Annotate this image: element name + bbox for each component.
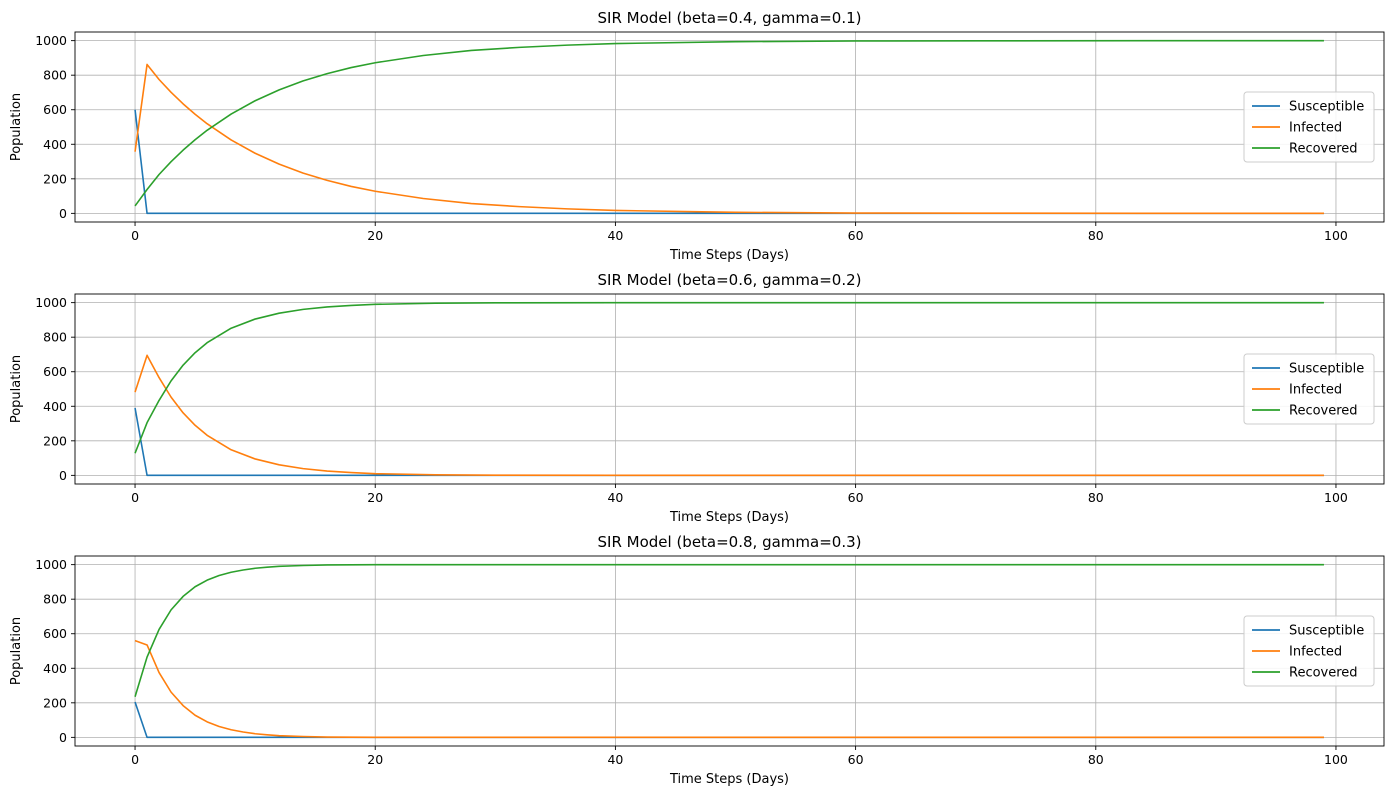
- axes-frame: [74, 293, 1385, 485]
- y-tick-label: 600: [43, 364, 67, 379]
- legend: Susceptible Infected Recovered: [1243, 353, 1375, 425]
- series-line-infected: [134, 639, 1324, 739]
- y-tick-label: 400: [43, 661, 67, 676]
- legend: Susceptible Infected Recovered: [1243, 91, 1375, 163]
- legend-label-susceptible: Susceptible: [1289, 624, 1364, 639]
- series-line-susceptible: [134, 701, 1324, 739]
- y-tick-label: 1000: [35, 295, 67, 310]
- series-line-recovered: [134, 563, 1324, 698]
- y-axis-label: Population: [9, 355, 24, 423]
- series-line-recovered: [134, 39, 1324, 207]
- x-tick-label: 100: [1324, 752, 1348, 767]
- y-tick-label: 400: [43, 399, 67, 414]
- x-tick-label: 0: [131, 752, 139, 767]
- x-tick-label: 0: [131, 228, 139, 243]
- x-tick-label: 60: [848, 228, 864, 243]
- y-tick-label: 1000: [35, 33, 67, 48]
- legend-label-recovered: Recovered: [1289, 666, 1358, 681]
- legend-label-susceptible: Susceptible: [1289, 100, 1364, 115]
- y-tick-label: 0: [59, 468, 67, 483]
- series-line-infected: [134, 354, 1324, 477]
- chart-title: SIR Model (beta=0.4, gamma=0.1): [598, 9, 862, 27]
- legend-label-recovered: Recovered: [1289, 404, 1358, 419]
- x-tick-label: 20: [367, 228, 383, 243]
- series-line-susceptible: [134, 407, 1324, 477]
- x-tick-label: 100: [1324, 490, 1348, 505]
- x-tick-label: 40: [607, 490, 623, 505]
- series-line-recovered: [134, 301, 1324, 454]
- x-axis-label: Time Steps (Days): [669, 772, 789, 787]
- y-tick-label: 0: [59, 730, 67, 745]
- legend-box: [1243, 353, 1375, 425]
- y-tick-label: 600: [43, 626, 67, 641]
- series-line-infected: [134, 63, 1324, 215]
- legend-box: [1243, 615, 1375, 687]
- x-axis-label: Time Steps (Days): [669, 510, 789, 525]
- legend-label-recovered: Recovered: [1289, 142, 1358, 157]
- x-tick-label: 80: [1088, 752, 1104, 767]
- y-tick-label: 800: [43, 592, 67, 607]
- y-tick-label: 200: [43, 695, 67, 710]
- y-tick-label: 800: [43, 330, 67, 345]
- y-tick-label: 400: [43, 137, 67, 152]
- y-tick-label: 800: [43, 68, 67, 83]
- x-tick-label: 40: [607, 752, 623, 767]
- y-axis-label: Population: [9, 617, 24, 685]
- x-tick-label: 60: [848, 752, 864, 767]
- axes-frame: [74, 31, 1385, 223]
- x-tick-label: 80: [1088, 228, 1104, 243]
- y-tick-label: 200: [43, 433, 67, 448]
- y-tick-label: 200: [43, 171, 67, 186]
- x-tick-label: 100: [1324, 228, 1348, 243]
- y-tick-label: 0: [59, 206, 67, 221]
- x-tick-label: 80: [1088, 490, 1104, 505]
- x-tick-label: 40: [607, 228, 623, 243]
- legend-label-infected: Infected: [1289, 645, 1342, 660]
- legend: Susceptible Infected Recovered: [1243, 615, 1375, 687]
- y-tick-label: 600: [43, 102, 67, 117]
- legend-label-infected: Infected: [1289, 383, 1342, 398]
- legend-label-susceptible: Susceptible: [1289, 362, 1364, 377]
- x-tick-label: 20: [367, 752, 383, 767]
- x-tick-label: 20: [367, 490, 383, 505]
- y-tick-label: 1000: [35, 557, 67, 572]
- x-tick-label: 0: [131, 490, 139, 505]
- y-axis-label: Population: [9, 93, 24, 161]
- legend-box: [1243, 91, 1375, 163]
- x-tick-label: 60: [848, 490, 864, 505]
- series-line-susceptible: [134, 109, 1324, 215]
- legend-label-infected: Infected: [1289, 121, 1342, 136]
- chart-title: SIR Model (beta=0.6, gamma=0.2): [598, 271, 862, 289]
- axes-frame: [74, 555, 1385, 747]
- chart-title: SIR Model (beta=0.8, gamma=0.3): [598, 533, 862, 551]
- x-axis-label: Time Steps (Days): [669, 248, 789, 263]
